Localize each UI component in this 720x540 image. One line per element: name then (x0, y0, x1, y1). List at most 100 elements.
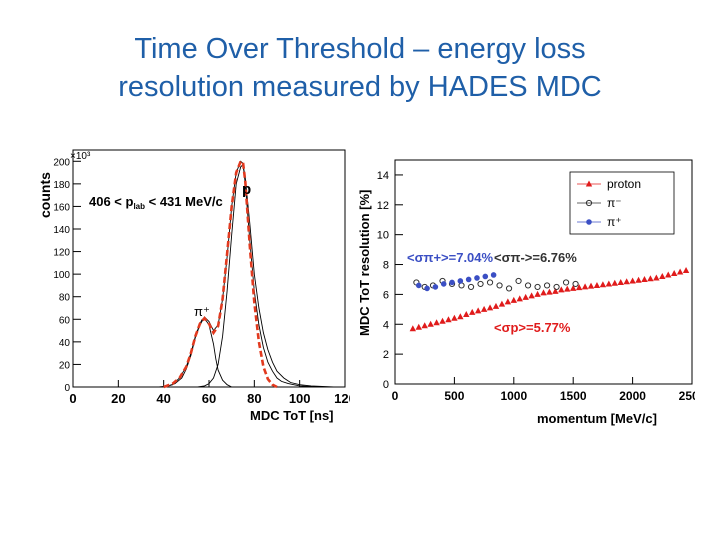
slide-title: Time Over Threshold – energy loss resolu… (0, 30, 720, 106)
tot-y-tick-label: 60 (59, 315, 71, 326)
res-x-tick-label: 1500 (560, 389, 587, 403)
tot-range-main: 406 < p (89, 194, 134, 209)
res-point-triangle (498, 300, 506, 307)
res-point-filled-circle (457, 278, 464, 284)
res-pi-plus-mean: <σπ+>=7.04% (407, 250, 494, 265)
res-y-tick-label: 6 (383, 289, 389, 301)
res-point-open-circle (534, 283, 541, 291)
res-legend-marker (585, 180, 593, 187)
tot-range-sub: lab (133, 202, 145, 211)
res-point-triangle (552, 287, 559, 294)
res-point-triangle (540, 289, 547, 296)
res-y-tick-label: 10 (377, 230, 389, 242)
res-point-open-circle (572, 280, 579, 288)
tot-x-tick-label: 20 (111, 391, 125, 406)
tot-y-tick-label: 160 (53, 202, 70, 213)
tot-y-tick-label: 180 (53, 180, 70, 191)
res-point-open-circle (524, 282, 532, 289)
res-point-open-circle (496, 282, 503, 289)
res-point-triangle (421, 322, 428, 329)
res-point-triangle (427, 320, 434, 327)
res-x-tick-label: 2000 (619, 389, 646, 403)
res-proton-mean: <σp>=5.77% (494, 320, 571, 335)
res-x-label: momentum [MeV/c] (537, 411, 657, 426)
tot-range-label: 406 < plab < 431 MeV/c (89, 194, 223, 211)
res-point-filled-circle (474, 275, 480, 281)
tot-spectrum-chart: 0 20 40 60 80 100 120 0 20 40 60 80 100 120 140 160 180 2… (38, 149, 350, 423)
tot-x-tick-label: 60 (202, 391, 216, 406)
tot-x-tick-label: 120 (334, 391, 350, 406)
res-point-triangle (409, 325, 417, 332)
tot-pion-label: π⁺ (194, 304, 210, 319)
res-point-triangle (492, 302, 500, 309)
tot-fit-curve (163, 159, 278, 389)
res-point-open-circle (467, 283, 475, 291)
res-y-tick-label: 0 (383, 379, 389, 391)
tot-y-tick-label: 80 (59, 293, 71, 304)
res-point-triangle (670, 269, 678, 276)
res-point-open-circle (486, 279, 494, 286)
res-legend-label: proton (607, 177, 641, 191)
res-point-triangle (570, 284, 577, 291)
tot-curves (159, 159, 334, 389)
res-points (409, 267, 690, 332)
tot-y-label: counts (38, 172, 53, 218)
res-point-open-circle (515, 277, 522, 285)
res-point-triangle (439, 317, 446, 324)
res-point-triangle (469, 308, 476, 315)
tot-y-tick-label: 200 (53, 157, 70, 168)
res-point-triangle (474, 307, 482, 314)
res-point-triangle (463, 311, 470, 318)
res-legend-label: π⁺ (607, 215, 622, 229)
res-point-triangle (457, 313, 464, 320)
res-legend-marker (585, 199, 593, 207)
res-point-triangle (605, 280, 613, 287)
res-point-triangle (593, 281, 601, 288)
res-point-open-circle (543, 282, 551, 289)
tot-x-tick-label: 0 (69, 391, 76, 406)
tot-y-tick-label: 140 (53, 225, 70, 236)
res-point-filled-circle (490, 272, 497, 278)
res-point-triangle (486, 304, 494, 311)
tot-axis-ticks: 0 20 40 60 80 100 120 0 20 40 60 80 100 120 140 160 180 2… (53, 157, 350, 406)
res-point-triangle (599, 281, 607, 288)
res-point-triangle (433, 319, 440, 326)
res-point-open-circle (477, 280, 484, 288)
res-point-triangle (564, 285, 571, 292)
res-point-triangle (451, 314, 458, 321)
res-point-triangle (665, 271, 672, 278)
res-point-triangle (575, 284, 583, 291)
tot-plot-frame (72, 149, 346, 388)
res-point-triangle (534, 290, 541, 297)
res-x-tick-label: 1000 (500, 389, 527, 403)
res-point-triangle (558, 286, 565, 293)
res-x-tick-label: 0 (392, 389, 399, 403)
tot-x-tick-label: 40 (156, 391, 170, 406)
res-point-triangle (623, 278, 630, 285)
res-y-label: MDC ToT resolution [%] (357, 190, 372, 336)
res-point-open-circle (505, 285, 513, 292)
res-point-triangle (611, 279, 618, 286)
res-point-triangle (653, 274, 660, 281)
res-point-open-circle (553, 283, 560, 291)
res-legend-label: π⁻ (607, 196, 622, 210)
res-point-triangle (676, 268, 684, 275)
tot-y-tick-label: 0 (64, 383, 70, 394)
res-point-filled-circle (440, 281, 447, 287)
tot-component-curve-2 (197, 163, 334, 388)
tot-range-tail: < 431 MeV/c (145, 194, 223, 209)
res-point-triangle (581, 283, 589, 290)
slide-title-line-1: Time Over Threshold – energy loss (134, 33, 586, 65)
res-point-triangle (415, 323, 422, 330)
res-point-triangle (647, 275, 654, 282)
res-point-triangle (635, 276, 642, 283)
res-point-open-circle (562, 279, 570, 286)
slide-title-line-2: resolution measured by HADES MDC (118, 71, 602, 103)
res-x-tick-label: 500 (444, 389, 464, 403)
res-axis-ticks: 0 500 1000 1500 2000 2500 0 2 4 6 8 10 12 14 (377, 170, 695, 403)
res-point-triangle (629, 277, 636, 284)
res-point-triangle (641, 275, 648, 282)
resolution-chart: 0 500 1000 1500 2000 2500 0 2 4 6 8 10 12 14 proton π⁻… (357, 159, 695, 426)
res-point-filled-circle (482, 273, 489, 280)
res-point-triangle (617, 278, 624, 285)
